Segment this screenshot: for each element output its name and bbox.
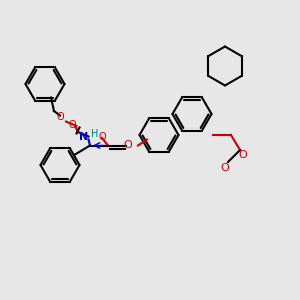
Text: O: O bbox=[98, 131, 106, 142]
Text: N: N bbox=[80, 131, 88, 142]
Text: O: O bbox=[123, 140, 132, 151]
Text: H: H bbox=[91, 129, 98, 140]
Text: O: O bbox=[238, 149, 247, 160]
Text: O: O bbox=[220, 163, 230, 173]
Text: O: O bbox=[56, 112, 64, 122]
Text: O: O bbox=[68, 119, 76, 130]
